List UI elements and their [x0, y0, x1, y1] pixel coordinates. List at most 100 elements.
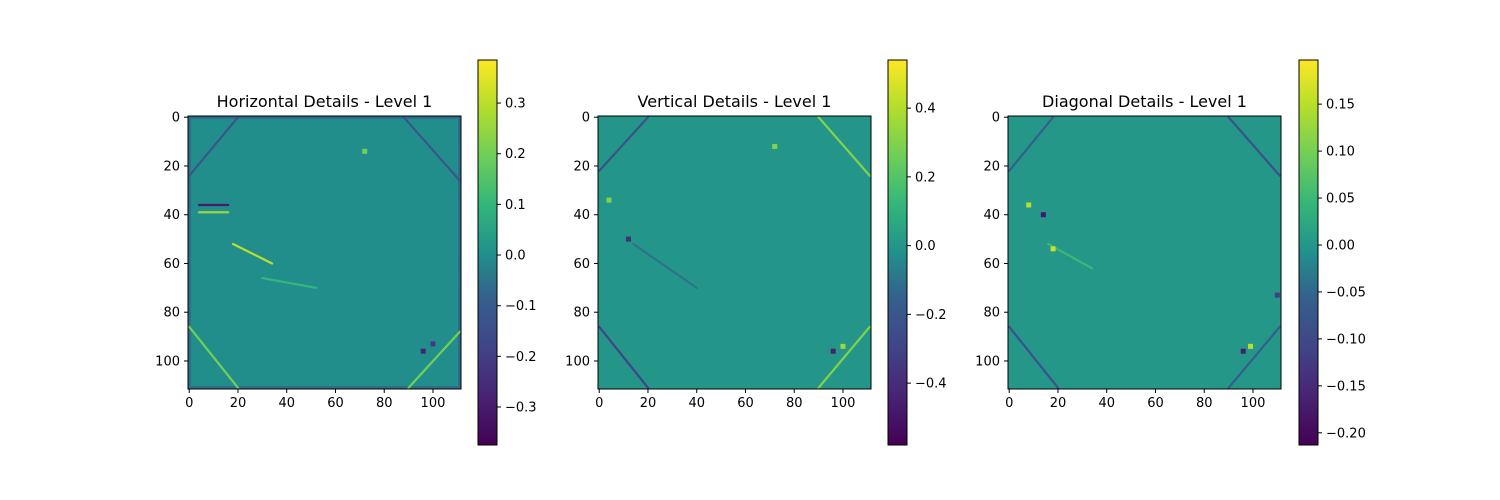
colorbar-tick-label: 0.1 [505, 198, 526, 213]
y-tick-label: 80 [163, 306, 180, 321]
edge-feature [1008, 325, 1060, 389]
edge-feature [1227, 325, 1281, 389]
y-tick-label: 80 [983, 306, 1000, 321]
edge-feature [817, 116, 871, 177]
blob-feature [1040, 212, 1046, 218]
y-tick-label: 20 [573, 159, 590, 174]
edge-row-top [598, 116, 871, 119]
blob-feature [625, 236, 631, 242]
colorbar [477, 59, 498, 446]
blob-feature [362, 148, 368, 154]
blob-feature [1248, 343, 1254, 349]
heatmap-panel-3: Diagonal Details - Level 1 0 20 40 60 80 100 0 2… [975, 59, 1366, 446]
blob-feature [606, 197, 612, 203]
blob-feature [830, 348, 836, 354]
heatmap-panel-2: Vertical Details - Level 1 0 20 40 60 80 100 0 2… [565, 59, 947, 446]
colorbar-tick-label: −0.10 [1326, 332, 1366, 347]
y-tick-label: 100 [565, 354, 590, 369]
blob-feature [840, 343, 846, 349]
colorbar-tick-label: 0.15 [1326, 98, 1355, 113]
y-tick-label: 0 [582, 111, 590, 126]
blob-feature [1274, 292, 1280, 298]
blob-feature [1050, 246, 1056, 252]
heatmap-background [1008, 116, 1281, 389]
edge-feature [1008, 116, 1055, 172]
x-tick-label: 20 [1050, 396, 1067, 411]
x-tick-label: 80 [1196, 396, 1213, 411]
heatmap-frame [597, 115, 872, 390]
edge-feature [261, 276, 318, 289]
y-tick-label: 100 [155, 354, 180, 369]
blob-feature [772, 143, 778, 149]
x-tick-label: 100 [421, 396, 446, 411]
edge-col-right [868, 116, 871, 389]
x-tick-label: 0 [1005, 396, 1013, 411]
y-tick-label: 60 [163, 257, 180, 272]
heatmap-frame [187, 115, 462, 390]
colorbar-tick-label: 0.0 [915, 239, 936, 254]
edge-col-left [188, 116, 191, 389]
edge-feature [1227, 116, 1281, 177]
edge-row-bottom [1008, 386, 1281, 389]
colorbar-tick-label: −0.2 [505, 350, 537, 365]
chart-title: Diagonal Details - Level 1 [1042, 92, 1247, 111]
colorbar-tick-label: −0.05 [1326, 285, 1366, 300]
x-tick-label: 60 [327, 396, 344, 411]
x-tick-label: 60 [737, 396, 754, 411]
edge-feature [407, 330, 461, 389]
edge-col-right [458, 116, 461, 389]
blob-feature [1026, 202, 1032, 208]
colorbar-tick-label: 0.4 [915, 102, 936, 117]
edge-feature [598, 116, 650, 172]
heatmap-frame [1007, 115, 1282, 390]
edge-col-right [1278, 116, 1281, 389]
heatmap-image [1008, 116, 1281, 389]
blob-feature [430, 341, 436, 347]
y-tick-label: 40 [983, 208, 1000, 223]
heatmap-image [598, 116, 871, 389]
x-tick-label: 100 [1241, 396, 1266, 411]
x-tick-label: 60 [1147, 396, 1164, 411]
x-tick-label: 40 [1098, 396, 1115, 411]
y-tick-label: 20 [163, 159, 180, 174]
x-tick-label: 20 [230, 396, 247, 411]
colorbar-tick-label: −0.2 [915, 308, 947, 323]
colorbar-tick-label: 0.0 [505, 249, 526, 264]
x-tick-label: 40 [688, 396, 705, 411]
edge-feature [188, 116, 240, 177]
colorbar-tick-label: 0.3 [505, 97, 526, 112]
colorbar-tick-label: 0.10 [1326, 145, 1355, 160]
heatmap-image [188, 116, 461, 389]
chart-title: Horizontal Details - Level 1 [217, 92, 433, 111]
x-tick-label: 0 [595, 396, 603, 411]
y-tick-label: 60 [983, 257, 1000, 272]
colorbar-tick-label: −0.4 [915, 377, 947, 392]
colorbar [1298, 59, 1319, 446]
edge-col-left [1008, 116, 1011, 389]
edge-col-left [598, 116, 601, 389]
y-tick-label: 60 [573, 257, 590, 272]
edge-feature [817, 325, 871, 389]
heatmap-background [598, 116, 871, 389]
edge-row-bottom [188, 386, 461, 389]
y-tick-label: 40 [163, 208, 180, 223]
edge-feature [402, 116, 461, 182]
x-tick-label: 40 [278, 396, 295, 411]
colorbar-tick-label: −0.1 [505, 299, 537, 314]
edge-feature [188, 325, 240, 389]
colorbar-tick-label: 0.2 [915, 170, 936, 185]
heatmap-background [188, 116, 461, 389]
heatmap-panel-1: Horizontal Details - Level 1 0 20 40 60 80 100… [155, 59, 537, 446]
y-tick-label: 100 [975, 354, 1000, 369]
blob-feature [420, 348, 426, 354]
x-tick-label: 20 [640, 396, 657, 411]
edge-feature [231, 242, 274, 265]
x-tick-label: 80 [786, 396, 803, 411]
edge-row-top [1008, 116, 1281, 119]
chart-title: Vertical Details - Level 1 [638, 92, 832, 111]
blob-feature [1240, 348, 1246, 354]
x-tick-label: 0 [185, 396, 193, 411]
colorbar [887, 59, 908, 446]
x-tick-label: 80 [376, 396, 393, 411]
edge-feature [632, 242, 698, 289]
